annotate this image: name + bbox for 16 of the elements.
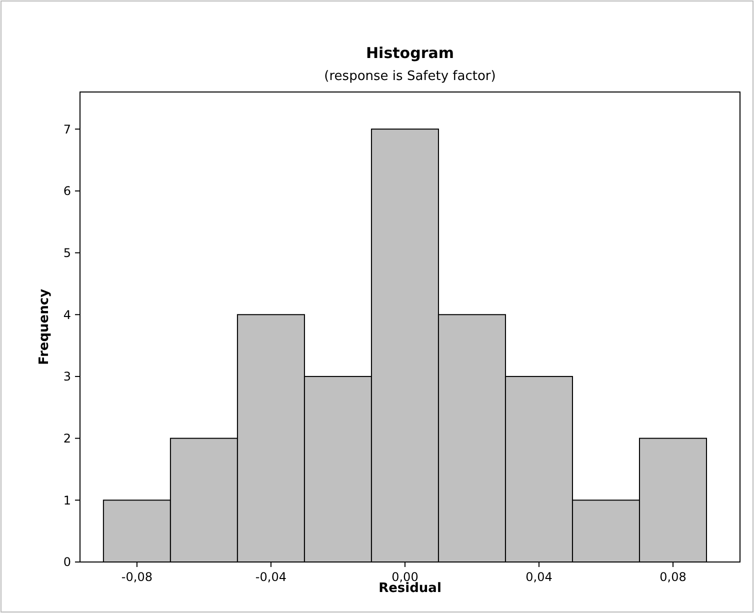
chart-subtitle: (response is Safety factor) [324,69,496,84]
chart-title: Histogram [366,44,454,62]
y-tick-label: 6 [63,184,71,198]
y-tick-label: 7 [63,122,71,136]
y-tick-label: 3 [63,370,71,384]
y-tick-label: 4 [63,308,71,322]
y-tick-label: 5 [63,246,71,260]
x-tick-label: -0,08 [121,570,152,584]
y-tick-label: 2 [63,432,71,446]
y-tick-label: 0 [63,555,71,570]
x-tick-label: 0,04 [526,570,552,584]
y-tick-label: 1 [63,493,71,508]
y-axis-title: Frequency [37,288,52,366]
x-axis-title: Residual [378,581,442,596]
x-tick-label: 0,08 [660,570,686,584]
x-tick-label: -0,04 [255,570,286,584]
